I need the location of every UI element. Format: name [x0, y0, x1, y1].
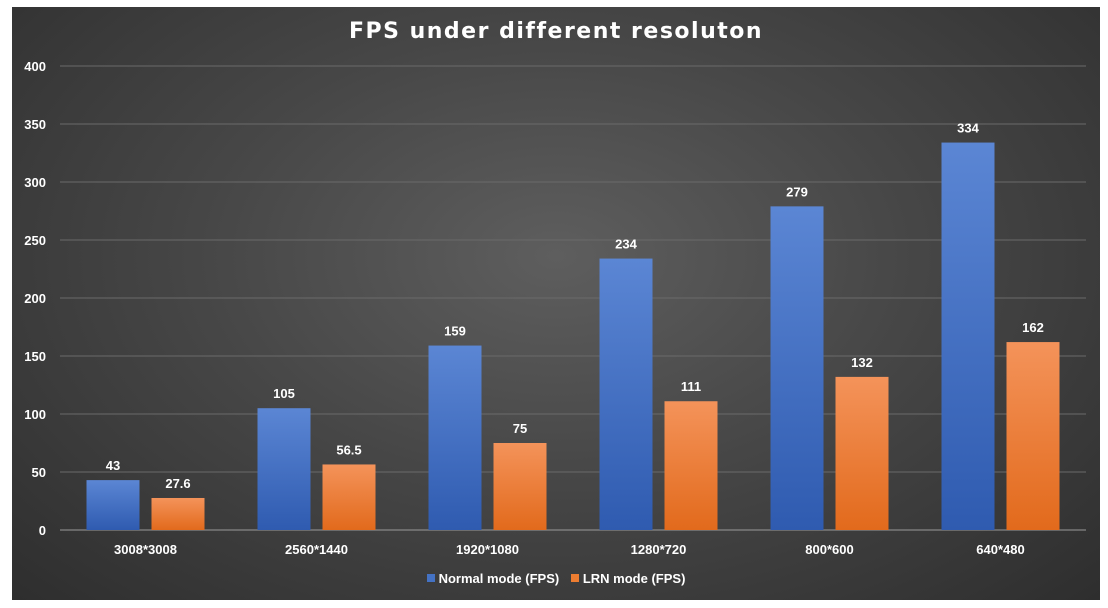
bar-normal-5	[941, 142, 995, 530]
data-label-normal-2: 159	[444, 324, 466, 339]
plot-area: 0 50 100 150 200 250 300 350 400 43 27.6 3008*3008 1…	[24, 59, 1086, 557]
data-label-lrn-4: 132	[851, 355, 873, 370]
y-tick-label: 400	[24, 59, 46, 74]
legend-swatch-lrn	[570, 574, 579, 582]
data-label-lrn-5: 162	[1022, 320, 1044, 335]
data-label-normal-1: 105	[273, 386, 295, 401]
data-label-lrn-3: 111	[681, 379, 701, 394]
y-tick-label: 300	[24, 175, 46, 190]
data-label-normal-4: 279	[786, 184, 808, 199]
x-tick-label: 800*600	[805, 542, 853, 557]
data-label-lrn-1: 56.5	[336, 442, 361, 457]
bar-normal-1	[257, 408, 311, 530]
x-tick-label: 2560*1440	[285, 542, 348, 557]
y-tick-label: 200	[24, 291, 46, 306]
legend-label-lrn: LRN mode (FPS)	[582, 570, 686, 586]
bar-normal-0	[86, 480, 140, 530]
bar-normal-4	[770, 206, 824, 531]
y-tick-label: 100	[24, 407, 46, 422]
y-tick-label: 250	[24, 233, 46, 248]
bar-normal-3	[599, 258, 653, 530]
bar-lrn-5	[1006, 342, 1060, 530]
x-tick-label: 1280*720	[631, 542, 687, 557]
bar-lrn-4	[835, 376, 889, 530]
bar-lrn-3	[664, 401, 718, 530]
bar-lrn-0	[151, 497, 205, 530]
legend-item-lrn: LRN mode (FPS)	[570, 570, 686, 586]
legend-swatch-normal	[426, 574, 435, 582]
bar-normal-2	[428, 345, 482, 530]
legend-label-normal: Normal mode (FPS)	[438, 570, 560, 586]
data-label-normal-0: 43	[106, 458, 120, 473]
legend-item-normal: Normal mode (FPS)	[426, 570, 560, 586]
x-tick-label: 1920*1080	[456, 542, 519, 557]
y-tick-label: 0	[39, 523, 46, 538]
x-tick-label: 3008*3008	[114, 542, 177, 557]
y-tick-label: 350	[24, 117, 46, 132]
data-label-lrn-0: 27.6	[165, 476, 190, 491]
bar-lrn-2	[493, 443, 547, 530]
data-label-lrn-2: 75	[513, 421, 527, 436]
bar-lrn-1	[322, 464, 376, 530]
data-label-normal-3: 234	[615, 237, 637, 252]
x-tick-label: 640*480	[976, 542, 1024, 557]
y-tick-label: 50	[32, 465, 46, 480]
chart-title: FPS under different resoluton	[348, 19, 764, 44]
legend: Normal mode (FPS) LRN mode (FPS)	[12, 570, 1100, 586]
y-tick-label: 150	[24, 349, 46, 364]
data-label-normal-5: 334	[957, 121, 979, 136]
chart-area: FPS under different resoluton 0 50 100 150 2…	[12, 7, 1100, 600]
